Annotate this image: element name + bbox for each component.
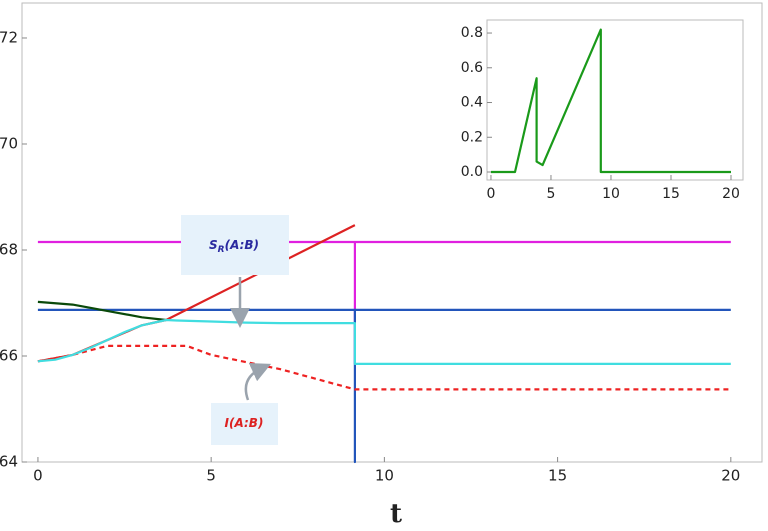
annotation-arrow [244, 363, 272, 401]
y-tick-label: 66 [0, 346, 18, 364]
y-tick-label: 0.0 [461, 164, 483, 180]
annotation-box [181, 215, 289, 275]
annotation-text: I [225, 416, 230, 430]
x-tick-label: 10 [375, 467, 394, 485]
annotation-text: (A:B) [229, 416, 263, 430]
y-tick-label: 0.4 [461, 95, 483, 111]
x-tick-label: 10 [602, 186, 620, 202]
annotation: I(A:B) [225, 416, 264, 430]
y-tick-label: 0.8 [461, 25, 483, 41]
plot-frame [21, 2, 763, 463]
series-line [37, 300, 167, 322]
y-tick-label: 70 [0, 134, 18, 152]
y-tick-label: 72 [0, 28, 18, 46]
y-tick-label: 64 [0, 453, 18, 471]
x-tick-label: 0 [486, 186, 495, 202]
annotation: SR(A:B) [209, 238, 259, 255]
series-line [37, 344, 731, 391]
annotation-box [211, 403, 278, 445]
x-tick-label: 0 [33, 467, 43, 485]
y-tick-label: 0.6 [461, 60, 483, 76]
series-line [491, 28, 731, 174]
series-line [37, 318, 731, 365]
x-tick-label: 15 [662, 186, 680, 202]
x-axis-label: t [390, 499, 402, 529]
inset-chart: 0 5 10 15 20 0.0 0.2 0.4 0.6 0.8 [461, 19, 744, 202]
series-line [37, 240, 731, 365]
annotation-subscript: R [218, 245, 225, 255]
x-tick-label: 5 [206, 467, 216, 485]
series-line [37, 308, 731, 464]
annotation-text: S [209, 238, 218, 252]
plot-frame [486, 19, 744, 181]
y-tick-label: 0.2 [461, 129, 483, 145]
annotation-text: (A:B) [225, 238, 259, 252]
y-tick-label: 68 [0, 240, 18, 258]
x-tick-label: 15 [548, 467, 567, 485]
x-tick-label: 5 [547, 186, 556, 202]
x-tick-label: 20 [721, 467, 740, 485]
x-tick-label: 20 [722, 186, 740, 202]
